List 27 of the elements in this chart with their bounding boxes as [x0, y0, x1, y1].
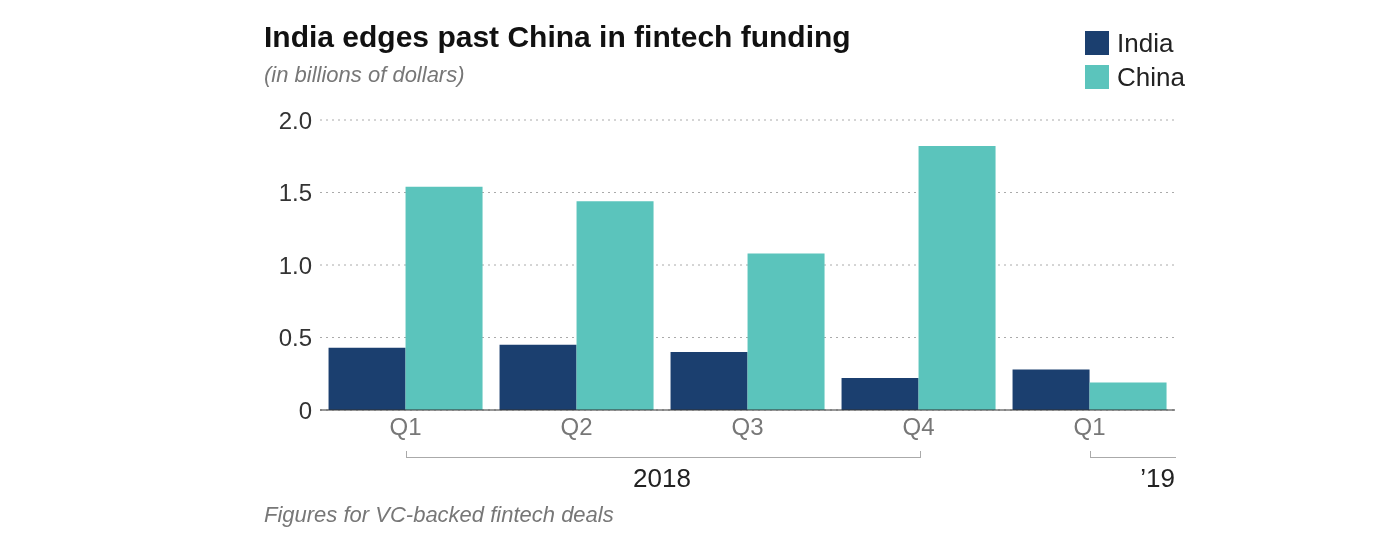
text: Figures for VC-backed fintech deals — [264, 502, 614, 528]
x-tick-label: Q2 — [560, 413, 593, 441]
chart-subtitle: (in billions of dollars) — [264, 62, 465, 88]
y-tick-label: 1.0 — [278, 251, 312, 279]
legend-label: China — [1116, 60, 1185, 94]
legend-label: India — [1116, 26, 1175, 60]
bar — [576, 201, 654, 410]
text: 2018 — [632, 463, 692, 494]
bar — [328, 347, 406, 410]
text: ’19 — [1139, 463, 1175, 494]
bar — [1089, 382, 1167, 410]
bar — [747, 253, 825, 410]
x-tick-label: Q4 — [902, 413, 935, 441]
bar — [499, 344, 577, 410]
bar — [841, 378, 919, 410]
bar — [918, 146, 996, 410]
bar — [405, 186, 483, 410]
chart-title: India edges past China in fintech funding — [264, 20, 851, 54]
y-tick-label: 1.5 — [278, 179, 312, 207]
bar — [1012, 369, 1090, 410]
x-tick-label: Q1 — [1073, 413, 1106, 441]
y-tick-label: 0 — [298, 396, 312, 424]
x-tick-label: Q3 — [731, 413, 764, 441]
bar — [670, 352, 748, 410]
x-tick-label: Q1 — [389, 413, 422, 441]
y-tick-label: 0.5 — [278, 324, 312, 352]
y-tick-label: 2.0 — [278, 106, 312, 134]
